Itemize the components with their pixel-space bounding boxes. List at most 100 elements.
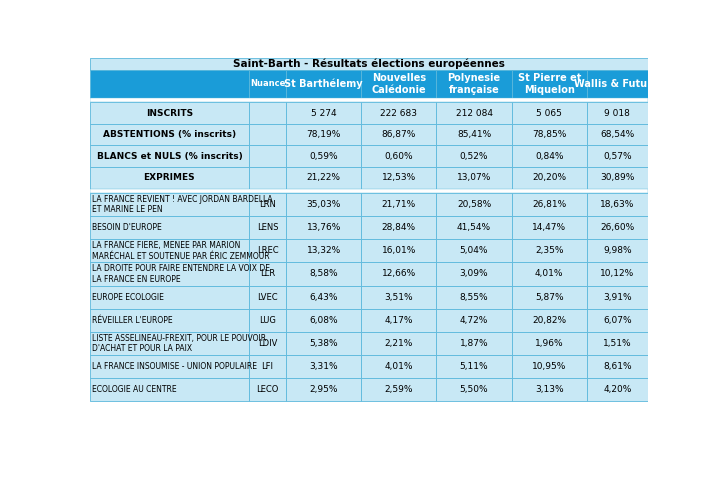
Text: 4,17%: 4,17% — [384, 316, 413, 324]
Text: 1,51%: 1,51% — [603, 339, 631, 348]
Text: Saint-Barth - Résultats élections européennes: Saint-Barth - Résultats élections europé… — [233, 59, 505, 69]
Bar — [436, 263, 512, 286]
Bar — [512, 124, 587, 145]
Text: 21,71%: 21,71% — [382, 200, 416, 209]
Bar — [286, 378, 361, 401]
Text: 28,84%: 28,84% — [382, 223, 416, 232]
Text: 5 065: 5 065 — [536, 108, 562, 118]
Bar — [90, 145, 249, 167]
Text: LENS: LENS — [257, 223, 278, 232]
Text: LA FRANCE REVIENT ! AVEC JORDAN BARDELLA
ET MARINE LE PEN: LA FRANCE REVIENT ! AVEC JORDAN BARDELLA… — [92, 195, 273, 215]
Bar — [90, 189, 648, 193]
Bar — [90, 58, 648, 70]
Text: 212 084: 212 084 — [456, 108, 492, 118]
Bar — [90, 167, 249, 189]
Bar — [286, 216, 361, 240]
Bar — [286, 70, 361, 97]
Bar — [90, 332, 249, 355]
Bar — [436, 70, 512, 97]
Text: 3,09%: 3,09% — [459, 269, 488, 278]
Bar — [90, 286, 249, 309]
Bar — [249, 70, 286, 97]
Text: 9 018: 9 018 — [605, 108, 630, 118]
Bar — [512, 216, 587, 240]
Bar — [90, 378, 249, 401]
Bar — [361, 216, 436, 240]
Text: 0,60%: 0,60% — [384, 152, 413, 161]
Bar — [361, 167, 436, 189]
Bar — [249, 286, 286, 309]
Text: 20,58%: 20,58% — [457, 200, 491, 209]
Bar — [587, 309, 648, 332]
Bar — [512, 332, 587, 355]
Text: 3,91%: 3,91% — [603, 293, 631, 301]
Text: 5,11%: 5,11% — [459, 362, 488, 371]
Bar — [286, 332, 361, 355]
Text: 3,51%: 3,51% — [384, 293, 413, 301]
Text: ECOLOGIE AU CENTRE: ECOLOGIE AU CENTRE — [92, 385, 177, 394]
Text: 4,01%: 4,01% — [384, 362, 413, 371]
Text: Nuance: Nuance — [250, 79, 285, 88]
Text: 18,63%: 18,63% — [600, 200, 634, 209]
Text: Polynesie
française: Polynesie française — [447, 73, 500, 95]
Bar — [512, 378, 587, 401]
Text: 78,19%: 78,19% — [307, 130, 341, 139]
Bar — [249, 309, 286, 332]
Bar — [587, 378, 648, 401]
Bar — [90, 309, 249, 332]
Bar — [90, 216, 249, 240]
Bar — [512, 309, 587, 332]
Text: LVEC: LVEC — [257, 293, 278, 301]
Bar — [587, 145, 648, 167]
Text: 78,85%: 78,85% — [532, 130, 567, 139]
Text: 4,20%: 4,20% — [603, 385, 631, 394]
Bar — [90, 240, 249, 263]
Bar — [512, 193, 587, 216]
Text: 2,59%: 2,59% — [384, 385, 413, 394]
Text: 13,32%: 13,32% — [307, 246, 341, 255]
Bar — [90, 355, 249, 378]
Text: 6,43%: 6,43% — [310, 293, 338, 301]
Bar — [361, 70, 436, 97]
Text: 5,04%: 5,04% — [460, 246, 488, 255]
Bar — [587, 216, 648, 240]
Text: 8,55%: 8,55% — [459, 293, 488, 301]
Text: 0,57%: 0,57% — [603, 152, 631, 161]
Text: 9,98%: 9,98% — [603, 246, 631, 255]
Bar — [361, 286, 436, 309]
Text: 8,58%: 8,58% — [310, 269, 338, 278]
Bar — [587, 240, 648, 263]
Bar — [436, 124, 512, 145]
Text: 12,66%: 12,66% — [382, 269, 416, 278]
Text: 2,35%: 2,35% — [535, 246, 564, 255]
Bar — [587, 102, 648, 124]
Text: 14,47%: 14,47% — [532, 223, 566, 232]
Text: St Barthélemy: St Barthélemy — [284, 79, 363, 89]
Text: 13,76%: 13,76% — [307, 223, 341, 232]
Bar — [436, 378, 512, 401]
Bar — [436, 309, 512, 332]
Bar — [90, 102, 249, 124]
Text: LRN: LRN — [259, 200, 276, 209]
Bar — [436, 193, 512, 216]
Bar — [286, 240, 361, 263]
Bar — [361, 240, 436, 263]
Bar — [90, 263, 249, 286]
Bar — [249, 216, 286, 240]
Text: 41,54%: 41,54% — [457, 223, 491, 232]
Bar — [249, 193, 286, 216]
Bar — [249, 145, 286, 167]
Bar — [286, 145, 361, 167]
Text: 26,81%: 26,81% — [532, 200, 567, 209]
Bar — [90, 70, 249, 97]
Text: 13,07%: 13,07% — [456, 173, 491, 182]
Bar — [361, 124, 436, 145]
Bar — [361, 309, 436, 332]
Text: BLANCS et NULS (% inscrits): BLANCS et NULS (% inscrits) — [96, 152, 243, 161]
Text: 1,96%: 1,96% — [535, 339, 564, 348]
Bar — [249, 167, 286, 189]
Text: 12,53%: 12,53% — [382, 173, 416, 182]
Text: LUG: LUG — [259, 316, 276, 324]
Bar — [249, 124, 286, 145]
Text: 0,52%: 0,52% — [460, 152, 488, 161]
